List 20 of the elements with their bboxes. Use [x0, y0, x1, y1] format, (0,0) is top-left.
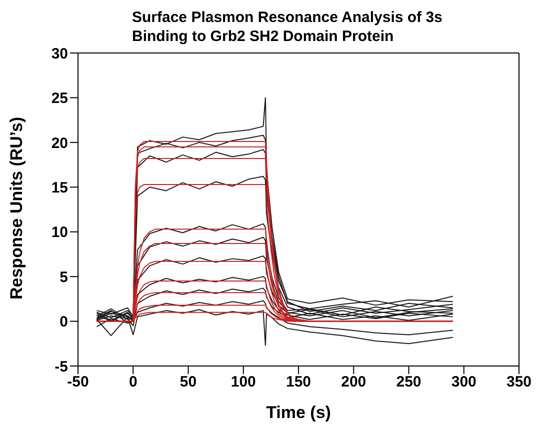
x-tick-label: 150	[286, 374, 312, 391]
x-tick-label: -50	[67, 374, 89, 391]
x-tick-label: 250	[396, 374, 422, 391]
x-tick-label: 0	[128, 374, 138, 391]
y-axis-title: Response Units (RU’s)	[7, 116, 26, 300]
y-tick-label: 30	[51, 45, 68, 62]
y-tick-label: 15	[51, 179, 68, 196]
x-tick-label: 100	[230, 374, 256, 391]
x-axis-title: Time (s)	[266, 403, 331, 422]
chart-title: Surface Plasmon Resonance Analysis of 3s Binding to Grb2 SH2 Domain Protein	[132, 8, 444, 46]
x-tick-label: 200	[341, 374, 366, 391]
y-tick-label: 5	[60, 268, 68, 286]
y-tick-label: 0	[60, 314, 68, 331]
x-tick-label: 50	[180, 374, 197, 391]
y-tick-label: 10	[51, 224, 68, 242]
y-tick-label: -5	[54, 358, 68, 376]
x-tick-label: 350	[506, 374, 532, 391]
y-tick-label: 25	[51, 90, 68, 108]
y-tick-label: 20	[51, 134, 68, 152]
x-tick-label: 300	[451, 374, 476, 391]
